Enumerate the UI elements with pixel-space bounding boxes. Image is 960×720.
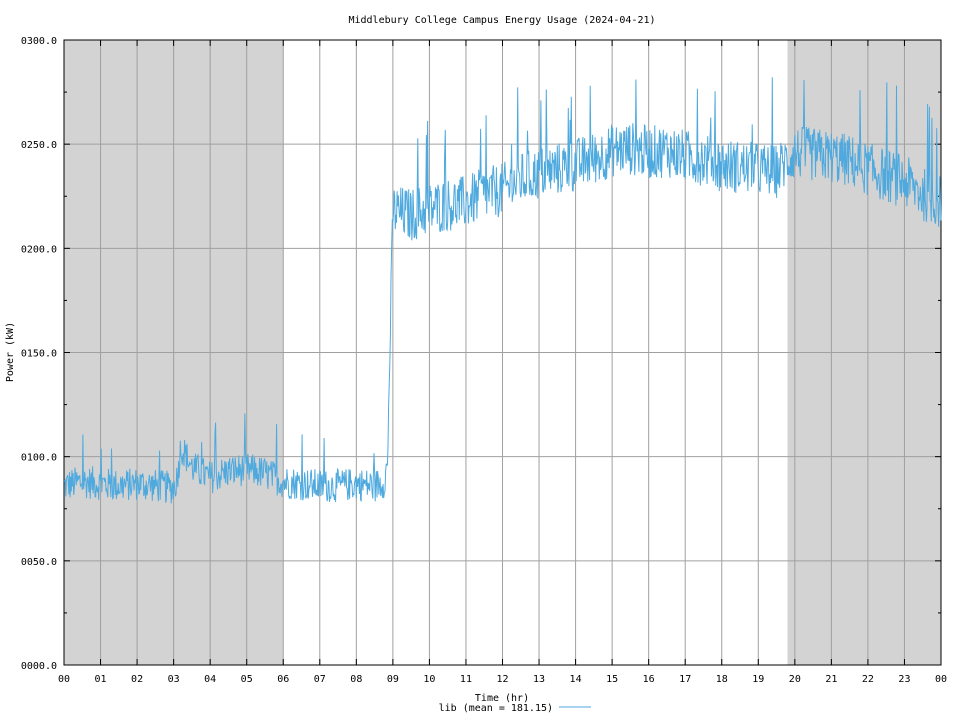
y-tick-label-5: 0250.0 [21, 140, 57, 151]
x-tick-label-12: 12 [496, 674, 508, 685]
x-tick-label-16: 16 [643, 674, 655, 685]
x-tick-labels: 00 01 02 03 04 05 06 07 08 09 10 11 12 13 14 15 16 17 18 19… [58, 674, 947, 685]
x-tick-label-18: 18 [716, 674, 728, 685]
x-tick-label-8: 08 [350, 674, 362, 685]
x-tick-label-7: 07 [314, 674, 326, 685]
x-tick-label-11: 11 [460, 674, 472, 685]
x-tick-label-22: 22 [862, 674, 874, 685]
x-tick-label-4: 04 [204, 674, 216, 685]
tick-marks [63, 39, 942, 666]
x-tick-label-2: 02 [131, 674, 143, 685]
x-axis-label: Time (hr) [475, 693, 529, 704]
x-tick-label-24: 00 [935, 674, 947, 685]
series-layer [63, 77, 942, 504]
x-tick-label-9: 09 [387, 674, 399, 685]
y-tick-label-0: 0000.0 [21, 661, 57, 672]
series-points [63, 148, 942, 488]
chart-title: Middlebury College Campus Energy Usage (… [348, 15, 655, 26]
x-tick-label-21: 21 [825, 674, 837, 685]
x-tick-label-14: 14 [570, 674, 582, 685]
x-tick-label-3: 03 [168, 674, 180, 685]
x-tick-label-19: 19 [752, 674, 764, 685]
legend-label: lib (mean = 181.15) [439, 703, 553, 714]
legend: lib (mean = 181.15) [439, 703, 591, 714]
y-tick-label-1: 0050.0 [21, 557, 57, 568]
x-tick-label-0: 00 [58, 674, 70, 685]
y-tick-labels: 0000.0 0050.0 0100.0 0150.0 0200.0 0250.0 0300… [21, 36, 57, 672]
x-tick-label-1: 01 [95, 674, 107, 685]
y-tick-label-2: 0100.0 [21, 453, 57, 464]
y-tick-label-4: 0200.0 [21, 244, 57, 255]
y-tick-label-6: 0300.0 [21, 36, 57, 47]
y-axis-label: Power (kW) [5, 322, 16, 382]
series-line-0 [63, 77, 942, 504]
x-tick-label-13: 13 [533, 674, 545, 685]
y-tick-label-3: 0150.0 [21, 349, 57, 360]
x-tick-label-20: 20 [789, 674, 801, 685]
x-tick-label-15: 15 [606, 674, 618, 685]
x-tick-label-23: 23 [898, 674, 910, 685]
x-tick-label-6: 06 [277, 674, 289, 685]
x-tick-label-17: 17 [679, 674, 691, 685]
x-tick-label-10: 10 [423, 674, 435, 685]
x-tick-label-5: 05 [241, 674, 253, 685]
